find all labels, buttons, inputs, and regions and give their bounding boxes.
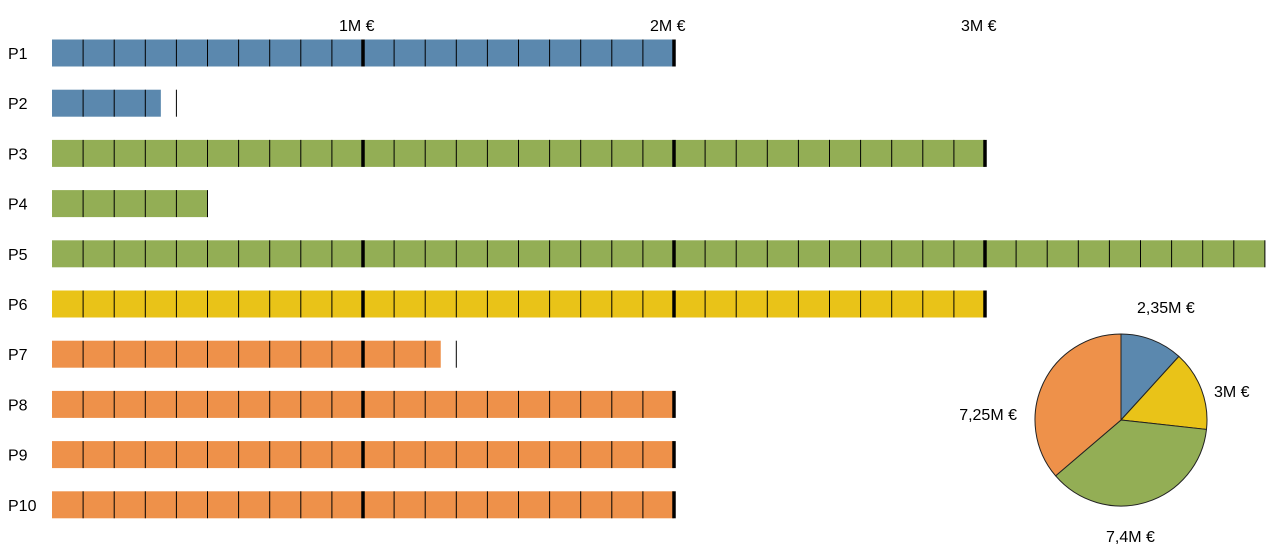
x-tick-label: 3M €: [961, 18, 997, 35]
bar: [52, 89, 161, 117]
pie-slice: [1120, 333, 1180, 422]
x-axis-ticks: 1M € 2M € 3M €: [339, 18, 997, 35]
category-label: P5: [8, 247, 28, 264]
bar: [52, 340, 441, 368]
pie-slice: [1119, 355, 1208, 430]
category-label: P1: [8, 46, 28, 63]
bar-p7: [52, 340, 457, 368]
x-tick-label: 2M €: [650, 18, 686, 35]
category-label: P6: [8, 297, 28, 314]
bar-p6: [52, 290, 987, 318]
pie-slice-label: 7,25M €: [959, 407, 1017, 424]
bar-chart: P1 P2 P3 P4 P5 P6 P7 P8 P9 P10: [8, 39, 1266, 519]
pie-slice-label: 3M €: [1214, 384, 1250, 401]
pie-slice: [1034, 333, 1122, 477]
bar-p10: [52, 491, 676, 519]
bar: [52, 190, 208, 218]
category-label: P2: [8, 96, 28, 113]
bar-p9: [52, 441, 676, 469]
pie-slice: [1054, 419, 1208, 507]
pie-slice-label: 7,4M €: [1106, 529, 1155, 546]
pie-chart: 2,35M € 3M € 7,4M € 7,25M €: [959, 300, 1249, 546]
bar-p4: [52, 190, 208, 218]
category-label: P3: [8, 146, 28, 163]
category-label: P9: [8, 448, 28, 465]
category-label: P10: [8, 498, 37, 515]
bar-p2: [52, 89, 177, 117]
bar: [52, 240, 1265, 268]
bar-p3: [52, 139, 987, 167]
category-label: P7: [8, 347, 28, 364]
bar-p1: [52, 39, 676, 67]
bar-p5: [52, 240, 1266, 268]
pie-slice-label: 2,35M €: [1137, 300, 1195, 317]
bar-p8: [52, 390, 676, 418]
category-label: P8: [8, 397, 28, 414]
x-tick-label: 1M €: [339, 18, 375, 35]
category-label: P4: [8, 197, 28, 214]
